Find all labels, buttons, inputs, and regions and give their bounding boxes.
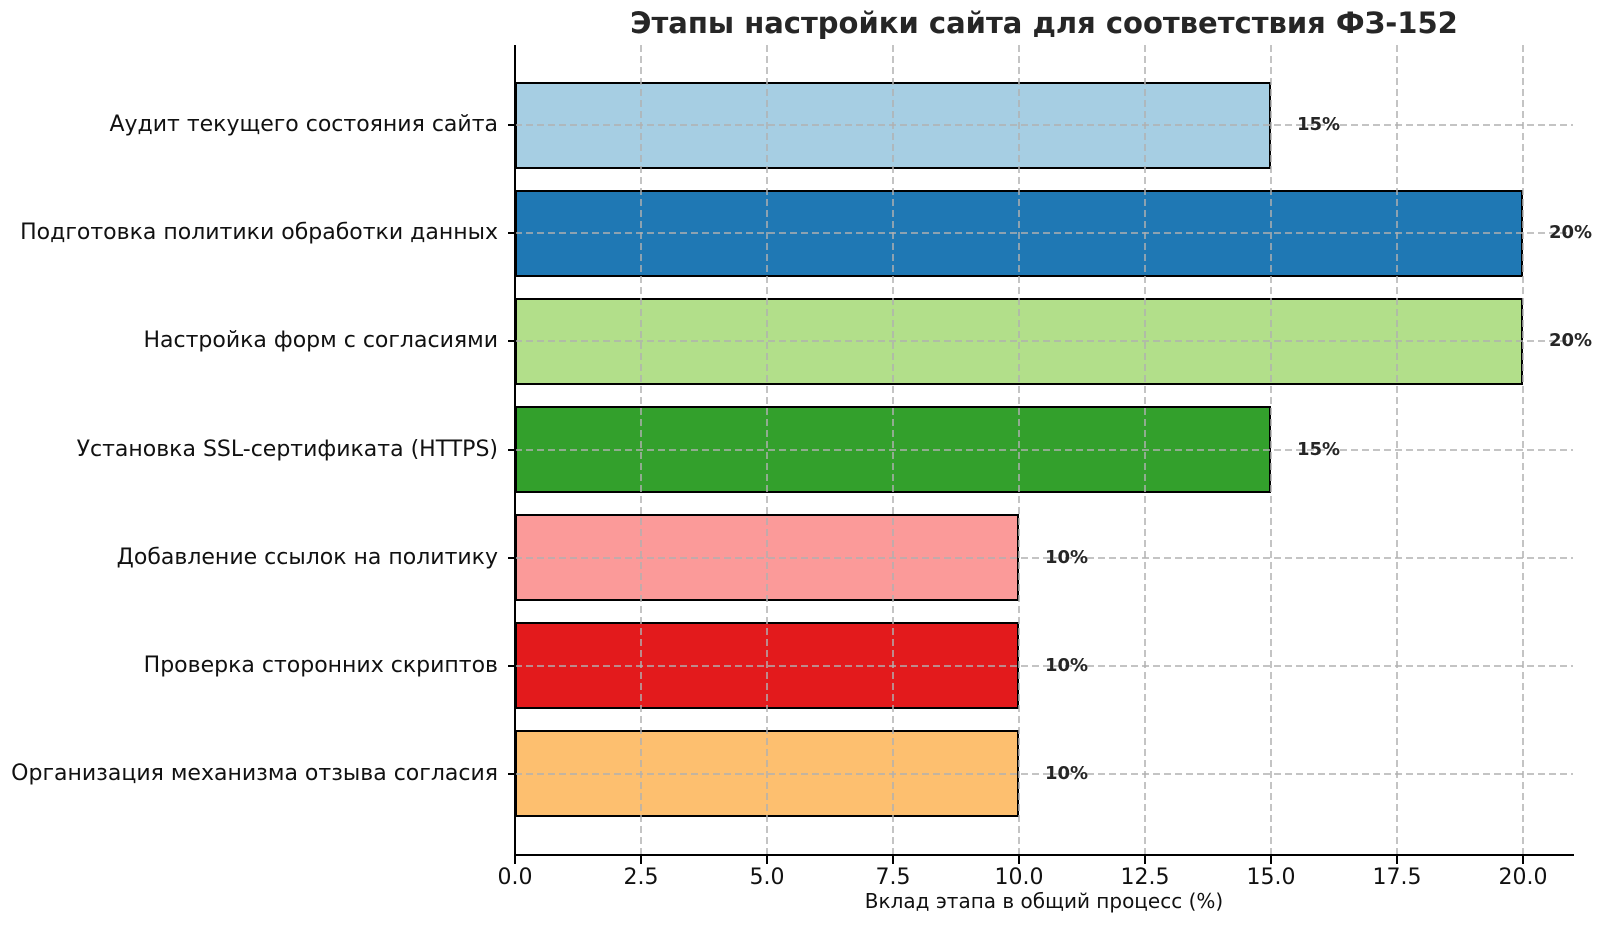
x-tick-label: 10.0 — [994, 865, 1044, 890]
y-tick-mark — [508, 232, 515, 234]
y-gridline — [515, 665, 1573, 667]
bar-value-label: 20% — [1549, 222, 1593, 243]
x-tick-label: 2.5 — [623, 865, 659, 890]
y-tick-label: Аудит текущего состояния сайта — [109, 112, 498, 137]
bar-value-label: 10% — [1045, 763, 1089, 784]
y-tick-label: Организация механизма отзыва согласия — [11, 761, 498, 786]
x-axis-label: Вклад этапа в общий процесс (%) — [864, 889, 1224, 913]
x-tick-label: 12.5 — [1120, 865, 1170, 890]
x-tick-mark — [1522, 856, 1524, 864]
y-gridline — [515, 340, 1573, 342]
y-tick-mark — [508, 449, 515, 451]
y-tick-label: Проверка сторонних скриптов — [143, 653, 498, 678]
x-tick-label: 17.5 — [1372, 865, 1422, 890]
y-axis-spine — [514, 45, 516, 856]
bar-value-label: 15% — [1297, 114, 1341, 135]
chart-title: Этапы настройки сайта для соответствия Ф… — [630, 6, 1458, 40]
y-gridline — [515, 124, 1573, 126]
y-gridline — [515, 232, 1573, 234]
x-tick-mark — [766, 856, 768, 864]
y-gridline — [515, 773, 1573, 775]
bar-value-label: 10% — [1045, 547, 1089, 568]
x-tick-label: 20.0 — [1498, 865, 1548, 890]
y-tick-label: Подготовка политики обработки данных — [20, 220, 498, 245]
x-axis-spine — [514, 854, 1574, 856]
x-tick-mark — [1018, 856, 1020, 864]
bar-value-label: 10% — [1045, 655, 1089, 676]
x-tick-label: 5.0 — [749, 865, 785, 890]
y-gridline — [515, 449, 1573, 451]
y-tick-label: Добавление ссылок на политику — [116, 545, 498, 570]
y-tick-mark — [508, 340, 515, 342]
y-tick-label: Установка SSL-сертификата (HTTPS) — [76, 437, 498, 462]
x-tick-label: 0.0 — [497, 865, 533, 890]
y-tick-label: Настройка форм с согласиями — [143, 328, 498, 353]
y-gridline — [515, 557, 1573, 559]
y-tick-mark — [508, 773, 515, 775]
x-tick-mark — [892, 856, 894, 864]
plot-area — [515, 45, 1573, 854]
x-tick-mark — [640, 856, 642, 864]
x-tick-label: 7.5 — [875, 865, 911, 890]
x-tick-mark — [514, 856, 516, 864]
x-tick-label: 15.0 — [1246, 865, 1296, 890]
bar-value-label: 20% — [1549, 330, 1593, 351]
x-tick-mark — [1144, 856, 1146, 864]
x-tick-mark — [1396, 856, 1398, 864]
y-tick-mark — [508, 557, 515, 559]
y-tick-mark — [508, 124, 515, 126]
bar-value-label: 15% — [1297, 439, 1341, 460]
y-tick-mark — [508, 665, 515, 667]
x-tick-mark — [1270, 856, 1272, 864]
